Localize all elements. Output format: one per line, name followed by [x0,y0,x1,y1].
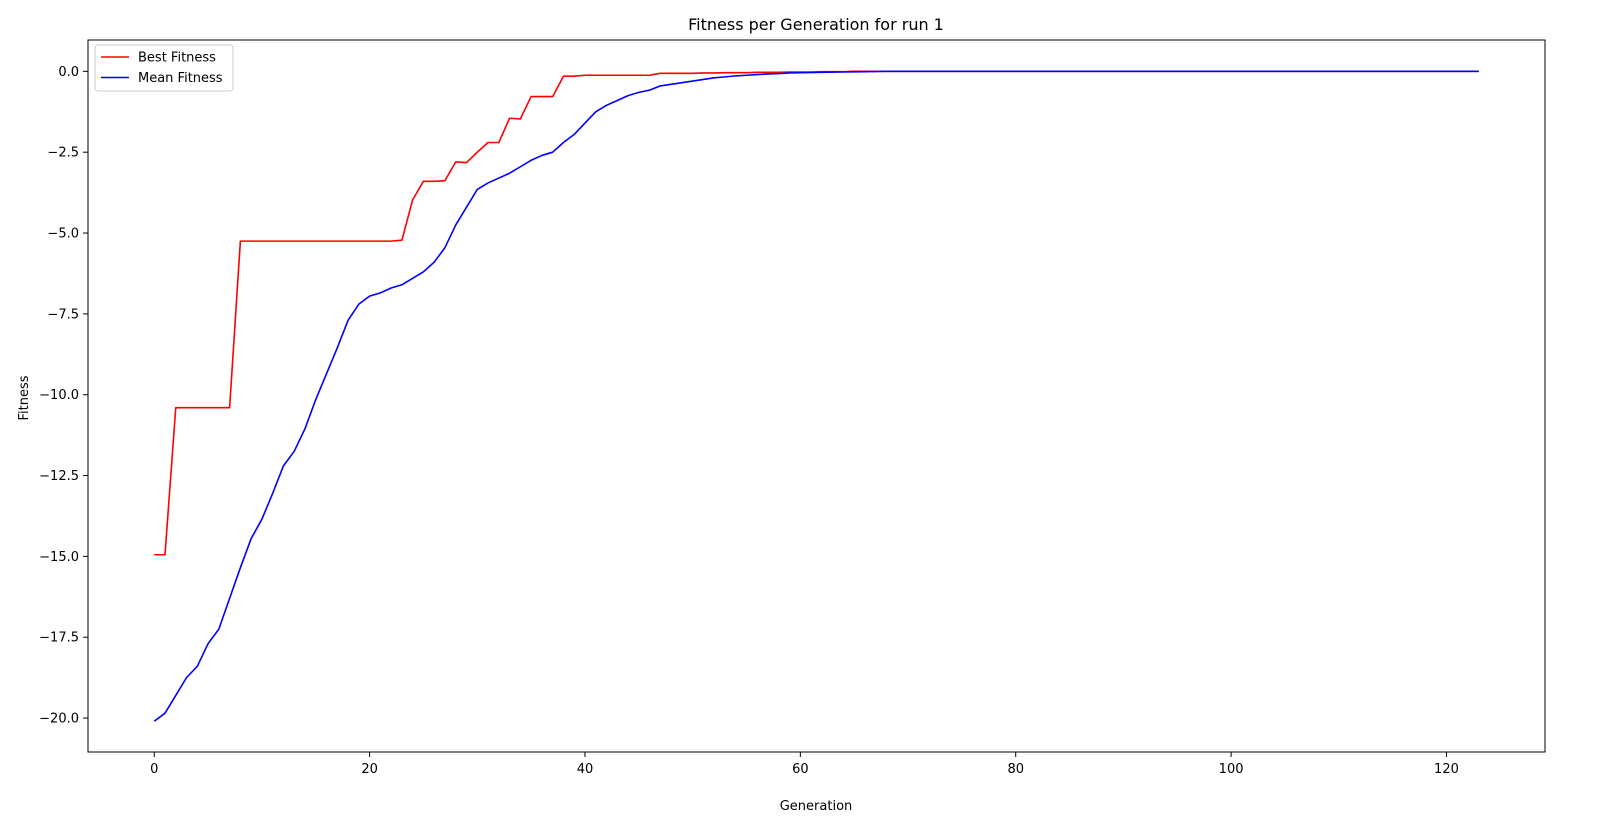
y-axis: 0.0 −2.5 −5.0 −7.5 −10.0 −12.5 −15.0 −17.5 −20.0 [39,65,88,727]
y-tick-label: −17.5 [39,631,79,646]
y-tick-label: −7.5 [47,307,79,322]
legend-label: Best Fitness [138,51,216,66]
y-tick-label: 0.0 [58,65,79,80]
chart-title: Fitness per Generation for run 1 [688,15,944,34]
legend-box [94,44,234,92]
y-tick-label: −5.0 [47,227,79,242]
plot-frame [87,39,1546,753]
x-axis: 0 20 40 60 80 100 120 [150,752,1459,777]
series-layer [153,70,1479,722]
x-tick-label: 120 [1434,762,1459,777]
x-tick-label: 80 [1007,762,1024,777]
x-tick-label: 100 [1219,762,1244,777]
legend-label: Mean Fitness [138,71,223,86]
y-tick-label: −2.5 [47,146,79,161]
y-tick-label: −20.0 [39,712,79,727]
y-tick-label: −10.0 [39,388,79,403]
plot-area [87,39,1546,753]
y-axis-title: Fitness [17,375,32,420]
x-tick-label: 0 [150,762,158,777]
x-tick-label: 40 [577,762,594,777]
series-line-mean-fitness [153,70,1479,722]
legend: Best Fitness Mean Fitness [94,44,234,92]
x-tick-label: 20 [361,762,378,777]
x-tick-label: 60 [792,762,809,777]
x-axis-title: Generation [780,799,853,814]
y-tick-label: −12.5 [39,469,79,484]
y-tick-label: −15.0 [39,550,79,565]
